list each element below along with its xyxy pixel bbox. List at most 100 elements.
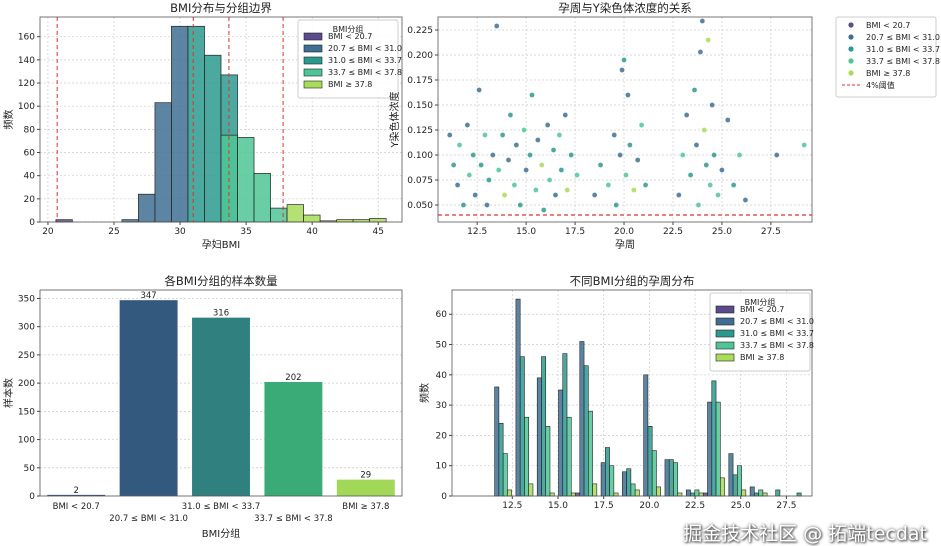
x-tick-label: 27.5 [776,501,796,511]
scatter-point [687,172,694,178]
legend-marker [848,70,854,76]
y-tick-label: 50 [436,341,448,351]
scatter-point [742,197,749,203]
scatter-point [574,172,580,178]
legend-label: 20.7 ≤ BMI < 31.0 [328,44,402,53]
scatter-point [568,152,574,158]
x-tick-label: 25 [108,227,119,237]
scatter-point [495,167,502,173]
scatter-point [464,122,471,128]
grouped-bar [570,492,576,497]
x-tick-label: 22.5 [663,227,683,237]
y-axis-label: 频数 [2,110,15,130]
grouped-bar [575,492,581,497]
legend-label: 31.0 ≤ BMI < 33.7 [328,56,402,65]
y-tick-label: 0.050 [407,201,433,211]
chart-title: BMI分布与分组边界 [170,1,272,15]
scatter-point [695,202,702,208]
y-tick-label: 160 [18,33,35,43]
scatter-point [529,92,535,98]
scatter-point [625,92,631,98]
scatter-point [709,102,715,108]
grouped-bar [732,474,738,497]
scatter-point [490,152,496,158]
y-tick-label: 0.075 [407,176,433,186]
scatter-point [550,147,557,153]
grouped-bar [677,492,683,497]
scatter-point [638,122,645,128]
scatter-point [456,142,463,148]
scatter-point [482,132,488,138]
scatter-point [562,112,569,118]
x-tick-label: 33.7 ≤ BMI < 37.8 [254,514,333,524]
scatter-point [507,112,514,118]
grouped-bar [690,492,696,497]
scatter-point [715,192,721,198]
x-tick-label: 17.5 [594,501,614,511]
x-tick-label: 15.0 [516,227,536,237]
grouped-bar [673,462,679,497]
x-tick-label: 30 [174,227,186,237]
grouped-bar [694,489,700,497]
legend-swatch [715,329,735,338]
scatter-point [611,132,618,138]
scatter-point [476,87,482,93]
scatter-point [556,132,563,138]
legend-label: 20.7 ≤ BMI < 31.0 [740,317,814,326]
y-tick-label: 20 [436,431,448,441]
scatter-point [697,49,704,55]
x-tick-label: 40 [306,227,318,237]
x-tick-label: 27.5 [761,227,781,237]
scatter-point [546,177,553,183]
scatter-point [597,162,604,168]
count-bar [336,479,395,496]
scatter-point [621,57,627,63]
grouped-bar [536,377,542,497]
scatter-point [540,207,547,213]
y-tick-label: 100 [18,436,35,446]
scatter-point [558,167,565,173]
grouped-bar [711,380,717,497]
x-tick-label: 25.0 [731,501,751,511]
legend-label: BMI ≥ 37.8 [328,80,372,89]
y-tick-label: 0.225 [407,26,433,36]
grouped-bar [622,471,627,497]
x-tick-label: 35 [240,227,251,237]
y-tick-label: 0 [29,492,35,502]
grouped-bar [651,450,657,497]
grouped-bar [519,356,525,497]
legend-marker [848,58,854,64]
bar-value-label: 2 [73,486,78,496]
x-tick-label: BMI < 20.7 [53,502,100,512]
y-tick-label: 120 [18,79,35,89]
histogram-bar [204,54,222,223]
grouped-bar [600,462,606,497]
grouped-bar [579,341,585,497]
count-bar [119,300,178,496]
grouped-bar [515,298,521,497]
y-axis-label: 样本数 [2,378,15,408]
scatter-point [472,192,479,198]
grouped-bar [775,489,781,497]
y-tick-label: 0 [29,218,35,228]
scatter-point [499,132,506,138]
bar-value-label: 202 [285,373,301,383]
scatter-point [478,162,484,168]
x-tick-label: 20.7 ≤ BMI < 31.0 [109,514,188,524]
legend-label: BMI < 20.7 [740,305,784,314]
chart-title: 各BMI分组的样本数量 [164,274,277,288]
grouped-bar [702,492,708,497]
grouped-bar [643,374,649,497]
legend-marker [848,46,854,52]
histogram-bar [187,25,205,223]
legend-label: 31.0 ≤ BMI < 33.7 [866,45,940,54]
legend-swatch [303,80,323,89]
scatter-point [701,127,708,133]
legend-swatch [715,305,735,314]
histogram-bar [270,207,288,223]
scatter-point [450,162,457,168]
plot-frame [39,16,403,223]
scatter-point [527,152,533,158]
